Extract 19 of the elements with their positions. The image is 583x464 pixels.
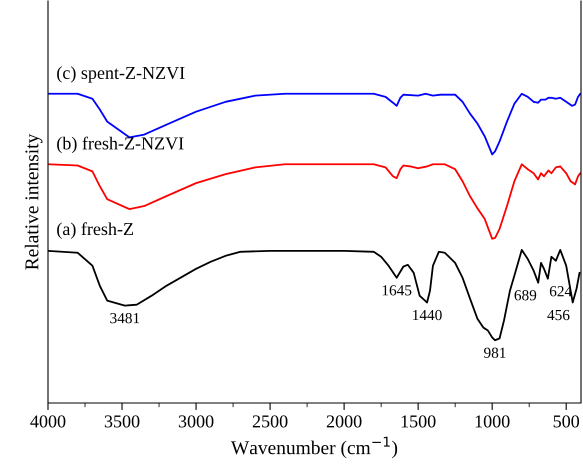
x-tick-label: 3000: [178, 415, 214, 428]
x-tick-label: 1500: [402, 415, 436, 428]
annotation: 3481: [110, 312, 140, 324]
annotation: 456: [547, 310, 570, 320]
x-tick-label: 1000: [476, 415, 510, 428]
x-tick-label: 2000: [326, 415, 362, 428]
series-label: (c) spent-Z-NZVI: [57, 66, 185, 83]
y-axis-title: Relative intensity: [24, 134, 42, 270]
annotation: 1645: [382, 285, 412, 296]
annotation: 1440: [413, 310, 442, 320]
annotation: 981: [484, 348, 506, 358]
x-axis-title: Wavenumber (cm$^{−1}$): [230, 436, 398, 458]
series-label: (a) fresh-Z: [57, 222, 134, 239]
x-tick-label: 2500: [252, 415, 288, 428]
x-tick-label: 4000: [30, 415, 66, 428]
x-tick-label: 3500: [104, 415, 140, 428]
x-tick-label: 500: [554, 415, 580, 428]
series-label: (b) fresh-Z-NZVI: [57, 136, 184, 154]
annotation: 689: [514, 290, 536, 300]
